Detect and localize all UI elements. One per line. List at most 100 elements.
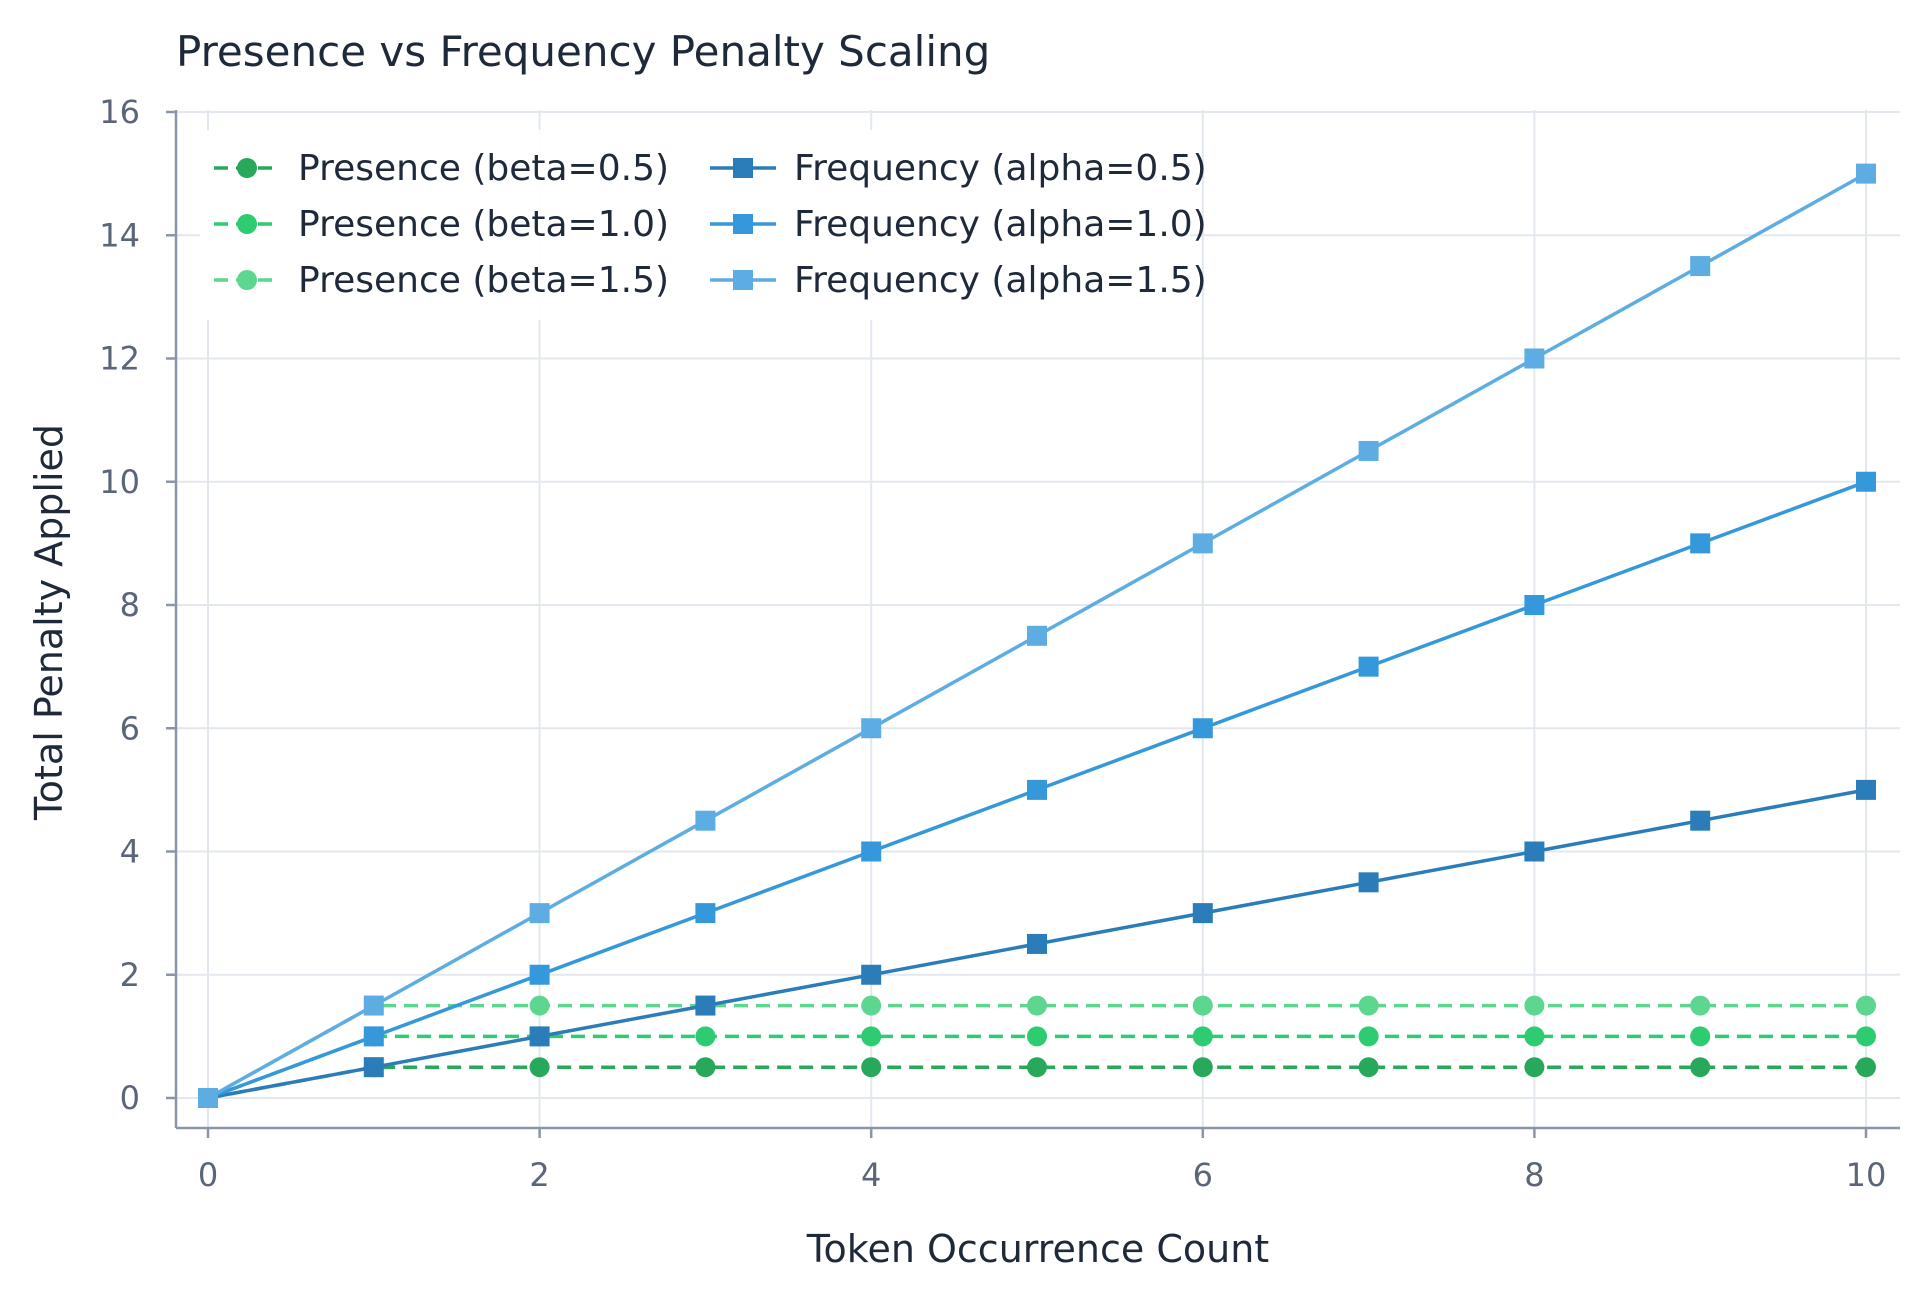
legend-label-5: Frequency (alpha=1.5) — [794, 260, 1207, 301]
series-2-point-4 — [861, 995, 882, 1016]
series-5-point-1 — [363, 995, 384, 1016]
y-tick-label-1: 2 — [120, 956, 140, 994]
legend-swatch-marker-4 — [733, 214, 753, 234]
legend-label-1: Presence (beta=1.0) — [298, 204, 669, 245]
legend-label-3: Frequency (alpha=0.5) — [794, 148, 1207, 189]
series-0-point-7 — [1358, 1057, 1379, 1078]
series-3-point-9 — [1690, 810, 1711, 831]
legend-swatch-marker-5 — [733, 270, 753, 290]
series-5 — [198, 163, 1876, 1108]
series-1-point-6 — [1192, 1026, 1213, 1047]
series-3-point-7 — [1358, 872, 1379, 893]
y-tick-label-3: 6 — [120, 709, 140, 747]
y-axis-label: Total Penalty Applied — [27, 424, 71, 821]
series-5-point-9 — [1690, 256, 1711, 277]
series-2-point-6 — [1192, 995, 1213, 1016]
series-2-point-2 — [529, 995, 550, 1016]
series-0-point-3 — [695, 1057, 716, 1078]
series-5-point-7 — [1358, 440, 1379, 461]
series-1-point-9 — [1690, 1026, 1711, 1047]
series-0-point-6 — [1192, 1057, 1213, 1078]
series-plot-area — [198, 163, 1876, 1108]
series-0-point-5 — [1027, 1057, 1047, 1078]
axes: 0 2 4 6 8 10 0 2 4 6 8 10 12 14 16 — [99, 93, 1900, 1194]
y-tick-label-2: 4 — [120, 833, 140, 871]
series-4-point-9 — [1690, 533, 1711, 554]
series-1-point-5 — [1027, 1026, 1047, 1047]
chart-title: Presence vs Frequency Penalty Scaling — [176, 27, 990, 76]
series-0-point-2 — [529, 1057, 550, 1078]
series-2-point-9 — [1690, 995, 1711, 1016]
x-tick-label-0: 0 — [198, 1156, 218, 1194]
series-4-point-2 — [529, 964, 550, 985]
y-tick-label-5: 10 — [99, 463, 140, 501]
x-tick-label-2: 4 — [861, 1156, 881, 1194]
x-tick-label-1: 2 — [529, 1156, 549, 1194]
series-5-point-6 — [1192, 533, 1213, 554]
x-tick-label-3: 6 — [1193, 1156, 1213, 1194]
series-4-point-1 — [363, 1026, 384, 1047]
series-4-point-3 — [695, 903, 716, 924]
x-tick-label-5: 10 — [1846, 1156, 1887, 1194]
series-2-point-10 — [1856, 995, 1876, 1016]
series-5-point-10 — [1856, 163, 1876, 184]
legend-swatch-marker-2 — [237, 270, 257, 290]
series-4-point-7 — [1358, 656, 1379, 677]
series-4-point-8 — [1524, 595, 1545, 615]
legend-label-0: Presence (beta=0.5) — [298, 148, 669, 189]
y-tick-label-7: 14 — [99, 216, 140, 254]
series-2-point-8 — [1524, 995, 1545, 1016]
legend-item-4: Frequency (alpha=1.0) — [710, 204, 1207, 245]
legend-item-0: Presence (beta=0.5) — [214, 148, 669, 189]
legend-label-2: Presence (beta=1.5) — [298, 260, 669, 301]
y-tick-label-4: 8 — [120, 586, 140, 624]
legend-label-4: Frequency (alpha=1.0) — [794, 204, 1207, 245]
x-axis-label: Token Occurrence Count — [806, 1227, 1269, 1271]
series-0-point-10 — [1856, 1057, 1876, 1078]
series-5-point-4 — [861, 718, 882, 739]
legend-item-5: Frequency (alpha=1.5) — [710, 260, 1207, 301]
legend-swatch-marker-3 — [733, 158, 753, 178]
legend-swatch-marker-1 — [237, 214, 257, 234]
series-3-point-5 — [1027, 933, 1047, 954]
series-3-point-8 — [1524, 841, 1545, 862]
series-3-point-4 — [861, 964, 882, 985]
series-2-point-7 — [1358, 995, 1379, 1016]
series-4-point-5 — [1027, 779, 1047, 800]
series-3-point-6 — [1192, 903, 1213, 924]
series-4-point-4 — [861, 841, 882, 862]
series-4-point-10 — [1856, 471, 1876, 492]
legend: Presence (beta=0.5) Presence (beta=1.0) Pr… — [200, 130, 1207, 320]
legend-item-3: Frequency (alpha=0.5) — [710, 148, 1207, 189]
series-1-point-8 — [1524, 1026, 1545, 1047]
series-1-point-4 — [861, 1026, 882, 1047]
legend-swatch-marker-0 — [237, 158, 257, 178]
series-0-point-8 — [1524, 1057, 1545, 1078]
series-1-point-10 — [1856, 1026, 1876, 1047]
series-4-point-6 — [1192, 718, 1213, 739]
series-5-point-3 — [695, 810, 716, 831]
series-5-point-0 — [198, 1088, 218, 1108]
series-3-point-3 — [695, 995, 716, 1016]
series-2-point-5 — [1027, 995, 1047, 1016]
series-5-point-2 — [529, 903, 550, 924]
x-tick-label-4: 8 — [1524, 1156, 1544, 1194]
legend-background — [200, 130, 1190, 320]
series-0 — [198, 1057, 1876, 1108]
legend-item-1: Presence (beta=1.0) — [214, 204, 669, 245]
series-1-point-3 — [695, 1026, 716, 1047]
series-3-point-10 — [1856, 779, 1876, 800]
series-3 — [198, 779, 1876, 1108]
y-tick-label-6: 12 — [99, 340, 140, 378]
y-tick-label-0: 0 — [120, 1079, 140, 1117]
series-3-point-2 — [529, 1026, 550, 1047]
series-5-point-5 — [1027, 625, 1047, 646]
series-0-point-4 — [861, 1057, 882, 1078]
series-3-point-1 — [363, 1057, 384, 1078]
legend-item-2: Presence (beta=1.5) — [214, 260, 669, 301]
y-tick-label-8: 16 — [99, 93, 140, 131]
series-0-point-9 — [1690, 1057, 1711, 1078]
series-1-point-7 — [1358, 1026, 1379, 1047]
series-5-point-8 — [1524, 348, 1545, 369]
